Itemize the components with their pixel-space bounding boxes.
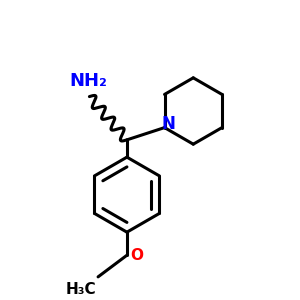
Text: H₃C: H₃C [65, 282, 96, 297]
Text: O: O [131, 248, 144, 263]
Text: N: N [161, 115, 175, 133]
Text: NH₂: NH₂ [69, 72, 107, 90]
